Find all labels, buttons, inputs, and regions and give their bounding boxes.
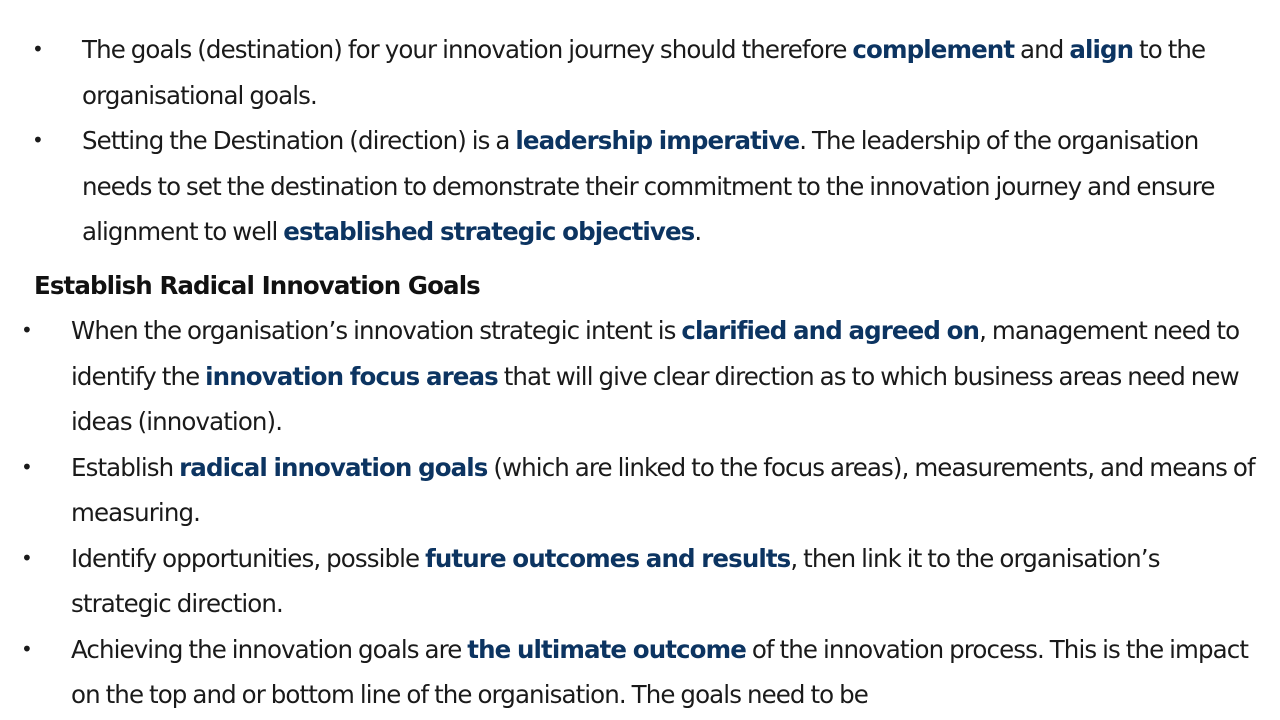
body-text: and	[1014, 35, 1070, 64]
body-text: .	[694, 217, 702, 246]
body-text: (which are linked to the focus areas), m…	[71, 452, 1256, 528]
body-text: Establish	[71, 452, 180, 482]
bullet-item: • Identify opportunities, possible futur…	[21, 536, 1261, 627]
bullet-item: • Establish radical innovation goals (wh…	[21, 445, 1261, 536]
section-heading: Establish Radical Innovation Goals	[34, 271, 481, 300]
body-text: Identify opportunities, possible	[71, 543, 426, 573]
bullet-text: Achieving the innovation goals are the u…	[71, 634, 1249, 710]
bullet-text: Setting the Destination (direction) is a…	[82, 126, 1215, 246]
emphasis-text: future outcomes and results	[425, 543, 791, 573]
body-text: Setting the Destination (direction) is a	[82, 126, 516, 155]
bullet-dot-icon: •	[32, 37, 44, 61]
emphasis-text: established strategic objectives	[283, 217, 695, 246]
emphasis-text: leadership imperative	[515, 126, 800, 155]
body-text: The goals (destination) for your innovat…	[82, 35, 853, 64]
emphasis-text: the ultimate outcome	[467, 634, 747, 664]
emphasis-text: align	[1069, 35, 1134, 64]
bullet-item: • The goals (destination) for your innov…	[32, 27, 1252, 118]
bullet-dot-icon: •	[21, 545, 33, 570]
bullet-dot-icon: •	[21, 318, 33, 342]
bullet-dot-icon: •	[21, 454, 33, 479]
emphasis-text: radical innovation goals	[179, 452, 488, 482]
emphasis-text: complement	[852, 35, 1015, 64]
body-text: When the organisation’s innovation strat…	[71, 316, 682, 345]
bullet-text: When the organisation’s innovation strat…	[71, 316, 1240, 437]
bullet-text: The goals (destination) for your innovat…	[82, 35, 1206, 110]
bullet-list-radical-goals: • When the organisation’s innovation str…	[21, 308, 1261, 718]
bullet-dot-icon: •	[32, 128, 44, 152]
body-text: Achieving the innovation goals are	[71, 634, 468, 664]
body-text: , then link it to the organisation’s str…	[71, 543, 1160, 619]
bullet-text: Establish radical innovation goals (whic…	[71, 452, 1256, 528]
emphasis-text: innovation focus areas	[205, 361, 499, 391]
emphasis-text: clarified and agreed on	[681, 316, 980, 345]
bullet-list-destination: • The goals (destination) for your innov…	[32, 27, 1252, 255]
bullet-dot-icon: •	[21, 636, 33, 661]
body-text: to the organisational goals.	[82, 35, 1206, 110]
bullet-item: • Setting the Destination (direction) is…	[32, 118, 1252, 255]
body-text: that will give clear direction as to whi…	[71, 361, 1240, 437]
bullet-text: Identify opportunities, possible future …	[71, 544, 1160, 619]
bullet-item: • When the organisation’s innovation str…	[21, 308, 1261, 445]
body-text: of the innovation process. This is the i…	[71, 634, 1249, 710]
bullet-item: • Achieving the innovation goals are the…	[21, 627, 1261, 718]
body-text: , management need to identify the	[71, 316, 1240, 391]
body-text: . The leadership of the organisation nee…	[82, 126, 1215, 246]
